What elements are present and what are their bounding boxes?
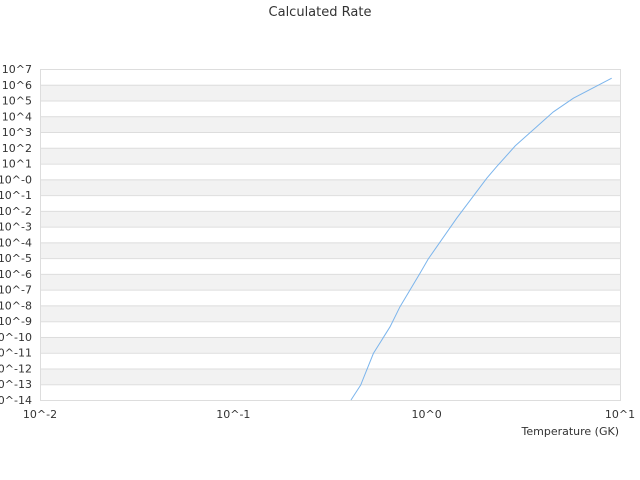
y-tick-label: 10^-4 — [0, 236, 32, 249]
plot-band — [40, 242, 620, 259]
plot-band — [40, 116, 620, 133]
series-line — [350, 77, 612, 401]
y-tick-label: 10^4 — [2, 110, 32, 123]
plot-band — [40, 368, 620, 385]
y-tick-label: 10^1 — [2, 158, 32, 171]
y-tick-label: 10^-9 — [0, 315, 32, 328]
y-tick-label: 10^6 — [2, 79, 32, 92]
y-tick-label: 10^-11 — [0, 347, 32, 360]
y-tick-label: 10^-8 — [0, 299, 32, 312]
y-tick-label: 10^-5 — [0, 252, 32, 265]
x-axis-ticks: 10^-2 10^-1 10^0 10^1 — [23, 408, 635, 421]
plot-bands — [40, 84, 620, 385]
x-axis-label: Temperature (GK) — [521, 425, 620, 438]
plot-band — [40, 273, 620, 290]
plot-band — [40, 336, 620, 353]
y-tick-label: 10^-6 — [0, 268, 32, 281]
plot-band — [40, 210, 620, 227]
x-tick-label: 10^1 — [605, 408, 635, 421]
plot-band — [40, 84, 620, 101]
x-tick-label: 10^0 — [412, 408, 442, 421]
y-tick-label: 10^-13 — [0, 378, 32, 391]
y-tick-label: 10^-1 — [0, 189, 32, 202]
y-tick-label: 10^7 — [2, 63, 32, 76]
y-tick-label: 10^3 — [2, 126, 32, 139]
x-tick-label: 10^-1 — [216, 408, 250, 421]
y-tick-label: 10^-7 — [0, 284, 32, 297]
y-tick-label: 10^-2 — [0, 205, 32, 218]
y-tick-label: 10^-12 — [0, 362, 32, 375]
x-tick-label: 10^-2 — [23, 408, 57, 421]
y-tick-label: 10^2 — [2, 142, 32, 155]
plot-band — [40, 147, 620, 164]
y-axis-ticks: 10^7 10^6 10^5 10^4 10^3 10^2 10^1 10^-0 10^-1 10… — [0, 63, 32, 407]
y-tick-label: 10^-0 — [0, 173, 32, 186]
plot-band — [40, 305, 620, 322]
y-tick-label: 10^-10 — [0, 331, 32, 344]
plot-band — [40, 179, 620, 196]
y-tick-label: 10^-3 — [0, 221, 32, 234]
plot-border — [40, 69, 621, 401]
y-tick-label: 10^-14 — [0, 394, 32, 407]
y-tick-label: 10^5 — [2, 95, 32, 108]
chart-title: Calculated Rate — [269, 5, 372, 20]
